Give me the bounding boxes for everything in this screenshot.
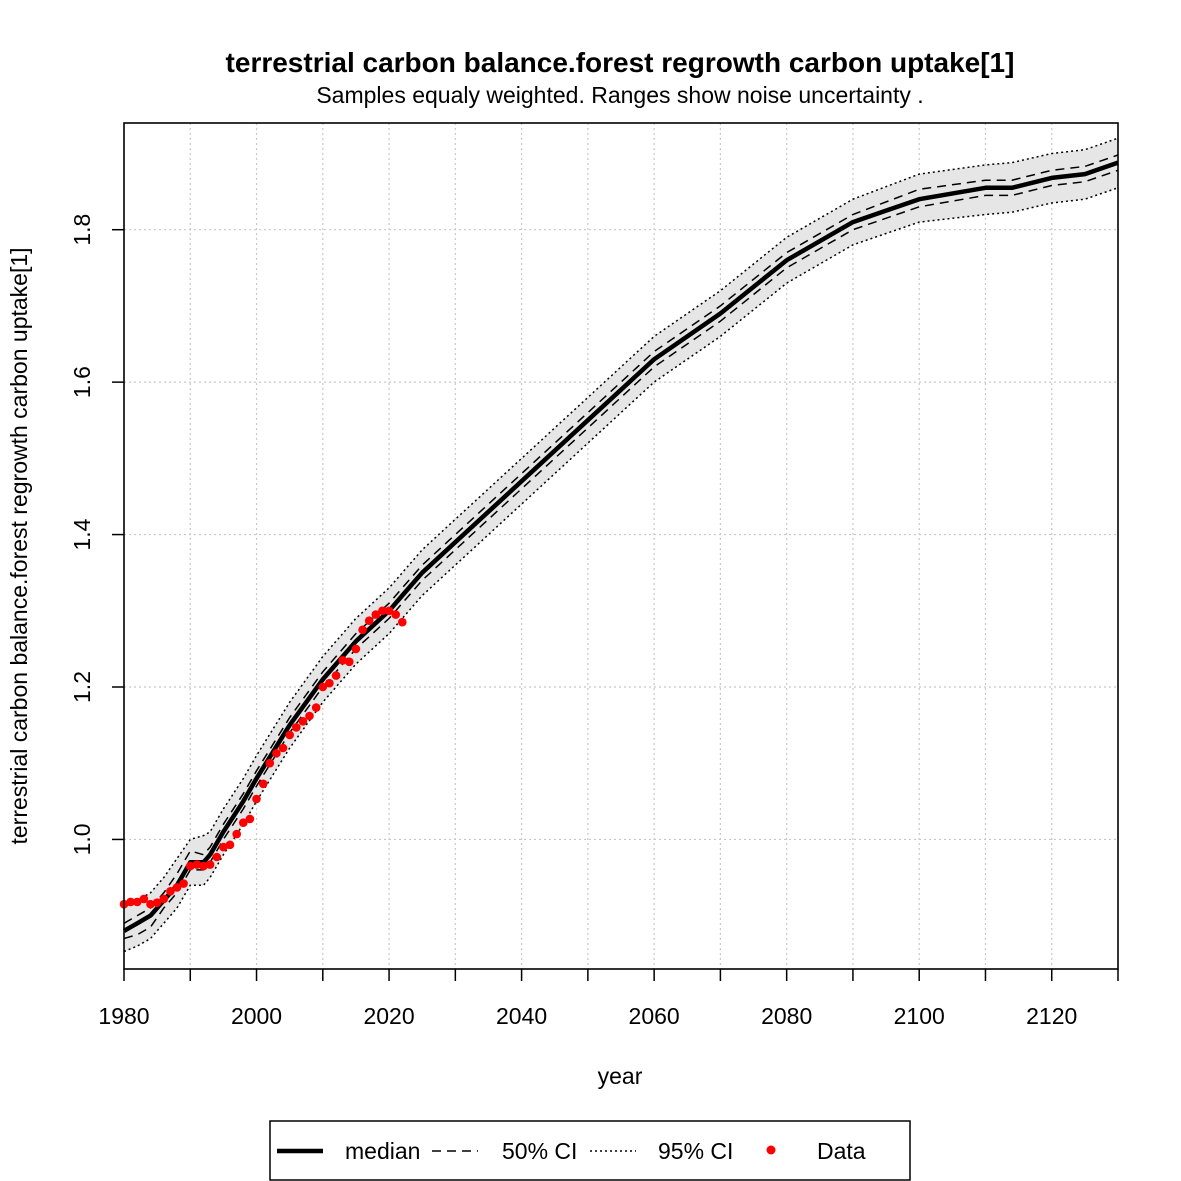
data-point	[278, 743, 288, 753]
y-tick-label: 1.0	[69, 823, 95, 855]
data-point	[272, 749, 281, 758]
data-point	[186, 861, 195, 871]
data-point	[258, 779, 268, 789]
data-point	[345, 657, 354, 667]
y-tick-label: 1.6	[69, 366, 95, 398]
data-point	[325, 678, 334, 688]
data-point	[358, 625, 367, 635]
data-point	[384, 606, 394, 616]
x-tick-label: 2020	[363, 1003, 414, 1029]
y-tick-label: 1.4	[69, 518, 95, 550]
data-point	[378, 606, 387, 616]
data-point	[225, 840, 235, 850]
data-point	[133, 897, 142, 907]
data-point	[205, 860, 215, 869]
data-point	[338, 656, 348, 665]
data-point	[212, 852, 222, 862]
y-tick-label: 1.8	[69, 214, 95, 246]
y-axis-label: terrestrial carbon balance.forest regrow…	[6, 247, 32, 844]
data-point	[152, 898, 162, 907]
data-point	[265, 758, 275, 768]
x-tick-label: 2060	[629, 1003, 680, 1029]
data-point	[166, 887, 175, 896]
data-point	[351, 644, 361, 654]
data-point	[331, 671, 341, 680]
data-point	[146, 899, 155, 909]
x-axis-label: year	[598, 1063, 643, 1089]
grid	[124, 123, 1118, 969]
legend-ci95-label: 95% CI	[658, 1138, 733, 1164]
data-point	[318, 682, 328, 692]
data-point	[179, 879, 188, 888]
legend: median 50% CI 95% CI Data	[269, 1120, 911, 1181]
legend-ci50-label: 50% CI	[502, 1138, 577, 1164]
plot-frame	[123, 122, 1119, 970]
x-tick-label: 1980	[98, 1003, 149, 1029]
chart-subtitle: Samples equaly weighted. Ranges show noi…	[316, 82, 923, 108]
chart-title: terrestrial carbon balance.forest regrow…	[226, 47, 1015, 78]
data-point	[159, 894, 169, 904]
data-point	[219, 842, 228, 852]
axes: 1980 2000 2020 2040 2060 2080 2100 2120 1.0 1.2 1.…	[69, 214, 1119, 1029]
x-tick-label: 2040	[496, 1003, 547, 1029]
data-point	[364, 616, 374, 625]
ci50-upper-line	[123, 154, 1119, 924]
data-point	[398, 617, 407, 627]
data-point	[232, 829, 241, 839]
data-point	[192, 860, 202, 869]
legend-data-label: Data	[817, 1138, 866, 1164]
x-tick-label: 2080	[761, 1003, 812, 1029]
data-point	[139, 894, 149, 904]
data-point	[245, 814, 255, 824]
data-point	[252, 794, 261, 804]
legend-median-label: median	[345, 1138, 420, 1164]
data-point	[126, 897, 135, 907]
data-point	[172, 883, 182, 892]
data-point	[199, 861, 208, 871]
x-tick-label: 2100	[894, 1003, 945, 1029]
x-tick-label: 2000	[231, 1003, 282, 1029]
x-tick-label: 2120	[1026, 1003, 1077, 1029]
data-point	[292, 723, 301, 732]
data-point	[298, 717, 308, 726]
data-points	[119, 606, 407, 909]
legend-data-swatch	[766, 1145, 776, 1155]
y-tick-label: 1.2	[69, 671, 95, 703]
data-point	[371, 610, 381, 619]
data-point	[305, 711, 314, 721]
data-point	[391, 610, 401, 619]
data-point	[311, 703, 321, 712]
ci95-lower-line	[123, 187, 1119, 953]
data-point	[239, 818, 248, 827]
data-point	[285, 730, 295, 740]
